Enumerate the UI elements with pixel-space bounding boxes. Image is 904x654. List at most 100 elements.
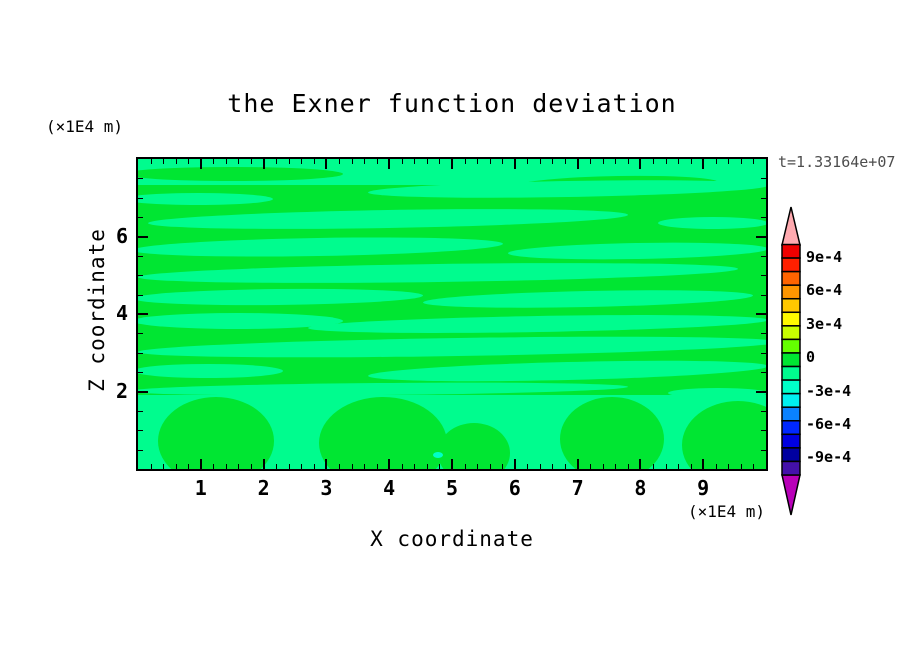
x-tick-label: 8: [634, 476, 647, 500]
tick-mark: [138, 198, 143, 199]
tick-mark: [138, 450, 143, 451]
y-tick-label: 6: [115, 223, 128, 248]
tick-mark: [615, 464, 616, 469]
tick-mark: [138, 275, 143, 276]
tick-mark: [666, 159, 667, 164]
tick-mark: [138, 256, 143, 257]
tick-mark: [761, 178, 766, 179]
tick-mark: [238, 159, 239, 164]
tick-mark: [377, 464, 378, 469]
tick-mark: [653, 464, 654, 469]
tick-mark: [678, 464, 679, 469]
tick-mark: [527, 159, 528, 164]
tick-mark: [514, 159, 516, 169]
tick-mark: [263, 159, 265, 169]
tick-mark: [465, 464, 466, 469]
tick-mark: [761, 430, 766, 431]
tick-mark: [414, 159, 415, 164]
y-axis-unit-label: (×1E4 m): [46, 117, 124, 136]
tick-mark: [761, 411, 766, 412]
tick-mark: [756, 236, 766, 238]
tick-mark: [653, 159, 654, 164]
tick-mark: [502, 464, 503, 469]
tick-mark: [301, 159, 302, 164]
tick-mark: [138, 313, 148, 315]
tick-mark: [339, 464, 340, 469]
tick-mark: [138, 295, 143, 296]
tick-mark: [527, 464, 528, 469]
y-tick-label: 2: [115, 378, 128, 403]
time-annotation: t=1.33164e+07: [778, 153, 896, 171]
tick-mark: [577, 159, 579, 169]
tick-mark: [402, 464, 403, 469]
x-tick-label: 4: [383, 476, 396, 500]
tick-mark: [226, 464, 227, 469]
tick-mark: [639, 459, 641, 469]
tick-mark: [163, 159, 164, 164]
tick-mark: [377, 159, 378, 164]
tick-mark: [138, 430, 143, 431]
tick-mark: [628, 464, 629, 469]
tick-mark: [590, 464, 591, 469]
colorbar-tick-label: 3e-4: [806, 315, 843, 333]
tick-mark: [151, 464, 152, 469]
plot-area: [136, 157, 768, 471]
x-tick-label: 6: [508, 476, 521, 500]
tick-mark: [251, 464, 252, 469]
tick-mark: [615, 159, 616, 164]
colorbar-tick-label: 6e-4: [806, 281, 843, 299]
tick-mark: [176, 464, 177, 469]
tick-mark: [761, 450, 766, 451]
x-axis-title: X coordinate: [370, 527, 534, 551]
tick-mark: [301, 464, 302, 469]
tick-mark: [552, 159, 553, 164]
x-tick-label: 5: [445, 476, 459, 500]
y-axis-title: Z coordinate: [85, 228, 109, 392]
tick-mark: [138, 178, 143, 179]
tick-mark: [728, 159, 729, 164]
tick-mark: [138, 353, 143, 354]
x-axis-unit-label: (×1E4 m): [688, 502, 766, 521]
tick-mark: [691, 464, 692, 469]
tick-mark: [138, 217, 143, 218]
tick-mark: [540, 464, 541, 469]
x-tick-label: 1: [194, 476, 207, 500]
tick-mark: [138, 391, 148, 393]
tick-mark: [603, 159, 604, 164]
tick-mark: [603, 464, 604, 469]
tick-mark: [200, 459, 202, 469]
tick-mark: [226, 159, 227, 164]
tick-mark: [439, 159, 440, 164]
tick-mark: [251, 159, 252, 164]
x-tick-label: 2: [257, 476, 270, 500]
tick-mark: [339, 159, 340, 164]
tick-mark: [477, 159, 478, 164]
tick-mark: [138, 411, 143, 412]
tick-mark: [451, 159, 453, 169]
tick-mark: [628, 159, 629, 164]
tick-mark: [163, 464, 164, 469]
colorbar-tick-label: -9e-4: [806, 448, 852, 466]
tick-mark: [427, 464, 428, 469]
tick-mark: [263, 459, 265, 469]
tick-mark: [716, 464, 717, 469]
y-tick-label: 4: [115, 301, 128, 325]
tick-mark: [451, 459, 453, 469]
tick-mark: [439, 464, 440, 469]
tick-mark: [477, 464, 478, 469]
tick-mark: [540, 159, 541, 164]
tick-mark: [364, 464, 365, 469]
tick-mark: [753, 464, 754, 469]
tick-mark: [639, 159, 641, 169]
tick-mark: [728, 464, 729, 469]
tick-mark: [741, 464, 742, 469]
tick-mark: [666, 464, 667, 469]
tick-mark: [465, 159, 466, 164]
tick-mark: [502, 159, 503, 164]
tick-mark: [238, 464, 239, 469]
chart-title: the Exner function deviation: [227, 89, 677, 118]
tick-mark: [716, 159, 717, 164]
tick-mark: [565, 159, 566, 164]
x-tick-label: 7: [571, 476, 584, 500]
tick-mark: [289, 464, 290, 469]
